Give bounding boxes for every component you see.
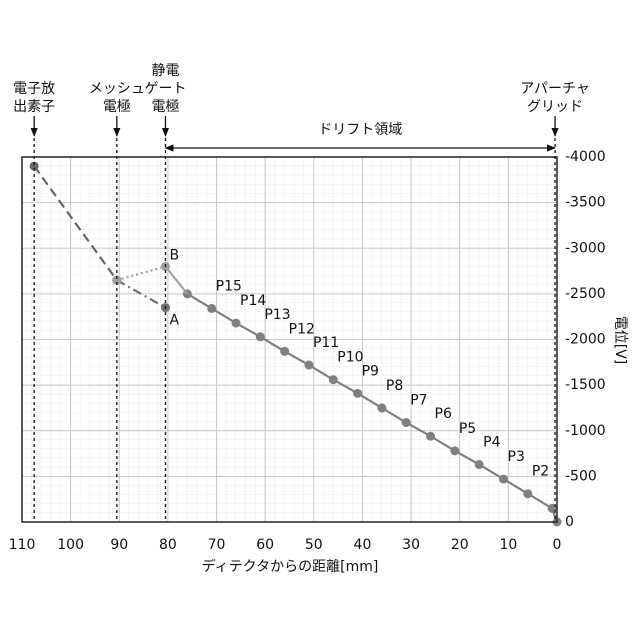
position-label: 電極 xyxy=(151,99,179,115)
point-label: B xyxy=(169,248,179,264)
y-tick-label: -1000 xyxy=(565,423,606,439)
position-label: ゲート xyxy=(144,81,186,97)
point-label: P11 xyxy=(313,335,339,351)
region-label: ドリフト領域 xyxy=(318,121,402,138)
data-point xyxy=(353,389,362,398)
data-point xyxy=(426,432,435,441)
data-point xyxy=(499,475,508,484)
data-point xyxy=(450,446,459,455)
x-tick-label: 40 xyxy=(354,537,372,553)
x-tick-label: 30 xyxy=(402,537,420,553)
position-label: 静電 xyxy=(151,63,179,79)
data-point xyxy=(329,375,338,384)
y-tick-label: -3500 xyxy=(565,195,606,211)
position-label: 電極 xyxy=(103,99,131,115)
data-point xyxy=(475,460,484,469)
point-label: P8 xyxy=(386,378,403,394)
x-tick-label: 80 xyxy=(159,537,177,553)
point-label: P7 xyxy=(410,393,427,409)
x-tick-label: 50 xyxy=(305,537,323,553)
point-label: P3 xyxy=(508,449,525,465)
y-axis-label: 電位[V] xyxy=(612,316,628,365)
point-label: P10 xyxy=(337,350,363,366)
x-tick-label: 110 xyxy=(9,537,36,553)
chart: ディテクタからの距離[mm] 電位[V] 1101009080706050403… xyxy=(0,0,640,640)
position-label: 電子放 xyxy=(13,81,55,97)
position-label: グリッド xyxy=(527,99,583,115)
point-label: P4 xyxy=(483,435,500,451)
x-tick-label: 10 xyxy=(499,537,517,553)
y-tick-label: -3000 xyxy=(565,240,606,256)
data-point xyxy=(256,332,265,341)
position-label: アパーチャ xyxy=(520,81,590,97)
data-point xyxy=(304,361,313,370)
y-tick-label: -2500 xyxy=(565,286,606,302)
x-tick-label: 60 xyxy=(256,537,274,553)
position-label: メッシュ xyxy=(89,81,145,97)
data-point xyxy=(280,347,289,356)
y-tick-label: -4000 xyxy=(565,149,606,165)
data-point xyxy=(377,403,386,412)
point-label: P6 xyxy=(435,406,452,422)
y-tick-label: -500 xyxy=(565,468,597,484)
x-tick-label: 20 xyxy=(451,537,469,553)
point-label: P15 xyxy=(216,278,242,294)
point-label: P5 xyxy=(459,421,476,437)
point-label: P14 xyxy=(240,293,266,309)
y-tick-label: -1500 xyxy=(565,377,606,393)
x-axis-label: ディテクタからの距離[mm] xyxy=(202,558,379,575)
x-tick-label: 0 xyxy=(553,537,562,553)
point-label: A xyxy=(169,313,179,329)
data-point xyxy=(232,319,241,328)
x-tick-label: 100 xyxy=(57,537,84,553)
y-tick-label: 0 xyxy=(565,514,574,530)
point-label: P2 xyxy=(532,464,549,480)
x-tick-label: 70 xyxy=(208,537,226,553)
data-point xyxy=(207,304,216,313)
data-point xyxy=(523,489,532,498)
y-tick-label: -2000 xyxy=(565,332,606,348)
data-point xyxy=(402,418,411,427)
x-tick-label: 90 xyxy=(110,537,128,553)
position-label: 出素子 xyxy=(13,99,55,115)
point-label: P13 xyxy=(264,307,290,323)
point-label: P12 xyxy=(289,321,315,337)
point-label: P9 xyxy=(362,363,379,379)
